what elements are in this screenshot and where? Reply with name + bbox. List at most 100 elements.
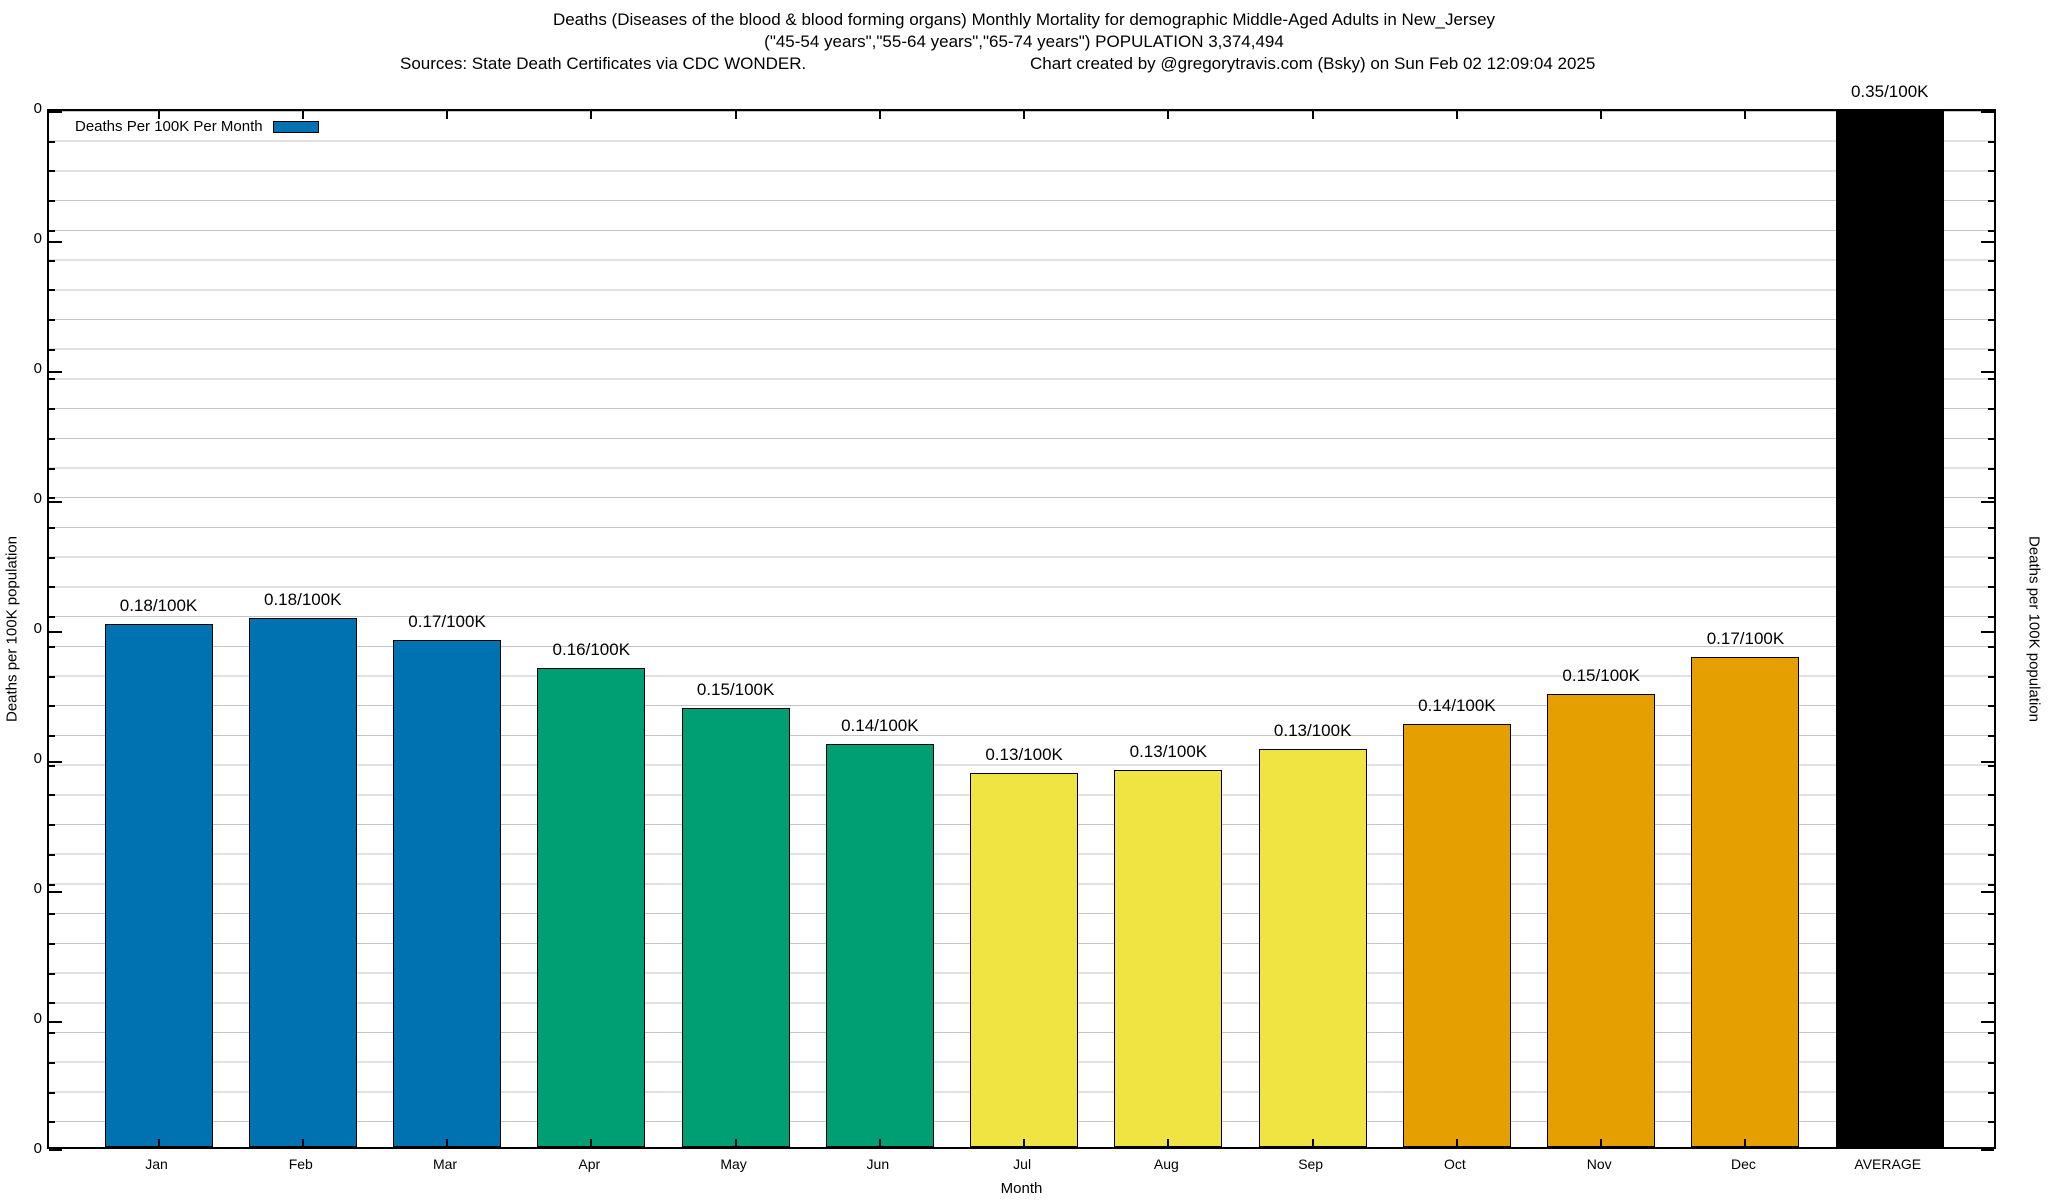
- x-tick-label-dec: Dec: [1731, 1156, 1756, 1172]
- y-major-tick-right: [1981, 241, 1994, 243]
- y-tick-label: 0: [33, 880, 42, 897]
- y-minor-tick-left: [49, 824, 55, 826]
- x-tick-top: [1167, 111, 1170, 119]
- x-tick-top: [1311, 111, 1314, 119]
- y-minor-tick-left: [49, 170, 55, 172]
- y-major-tick-left: [49, 1149, 62, 1151]
- bar-apr: [537, 668, 646, 1147]
- y-minor-tick-right: [1988, 765, 1994, 767]
- y-minor-tick-left: [49, 1092, 55, 1094]
- y-minor-tick-right: [1988, 289, 1994, 291]
- y-minor-tick-left: [49, 1121, 55, 1123]
- chart-title-line1: Deaths (Diseases of the blood & blood fo…: [552, 10, 1496, 29]
- y-major-tick-left: [49, 891, 62, 893]
- x-tick-bottom: [1167, 1139, 1170, 1147]
- sources-note: Sources: State Death Certificates via CD…: [400, 54, 807, 73]
- y-minor-tick-left: [49, 794, 55, 796]
- y-major-tick-left: [49, 371, 62, 373]
- y-major-tick-left: [49, 501, 62, 503]
- bar-jan: [104, 624, 213, 1147]
- y-minor-tick-left: [49, 735, 55, 737]
- y-minor-tick-left: [49, 468, 55, 470]
- y-minor-tick-left: [49, 646, 55, 648]
- bar-value-label-oct: 0.14/100K: [1418, 696, 1496, 715]
- y-minor-tick-left: [49, 438, 55, 440]
- y-tick-label: 0: [33, 750, 42, 767]
- x-tick-bottom: [1888, 1139, 1891, 1147]
- bar-value-label-jan: 0.18/100K: [119, 596, 198, 615]
- legend-label: Deaths Per 100K Per Month: [75, 118, 263, 135]
- bar-aug: [1114, 770, 1223, 1147]
- y-minor-tick-right: [1988, 1032, 1994, 1034]
- bar-jun: [825, 744, 934, 1147]
- y-major-tick-right: [1981, 1149, 1994, 1151]
- bar-oct: [1402, 724, 1511, 1147]
- x-tick-top: [1023, 111, 1026, 119]
- y-minor-tick-left: [49, 260, 55, 262]
- x-tick-bottom: [1023, 1139, 1026, 1147]
- x-tick-label-apr: Apr: [578, 1156, 601, 1172]
- credit-note: Chart created by @gregorytravis.com (Bsk…: [1030, 54, 1596, 73]
- y-minor-tick-right: [1988, 497, 1994, 499]
- y-minor-tick-left: [49, 616, 55, 618]
- y-major-tick-right: [1981, 371, 1994, 373]
- y-minor-tick-right: [1988, 854, 1994, 856]
- y-major-tick-right: [1981, 631, 1994, 633]
- x-tick-top: [157, 111, 160, 119]
- y-axis-label-right: Deaths per 100K population: [2025, 536, 2043, 722]
- bar-value-label-jun: 0.14/100K: [841, 716, 919, 735]
- x-tick-label-oct: Oct: [1444, 1156, 1466, 1172]
- y-minor-tick-right: [1988, 230, 1994, 232]
- x-tick-label-may: May: [720, 1156, 747, 1172]
- y-tick-label: 0: [33, 230, 42, 247]
- x-tick-label-feb: Feb: [288, 1156, 313, 1172]
- bar-value-label-nov: 0.15/100K: [1562, 666, 1640, 685]
- bar-sep: [1258, 749, 1367, 1147]
- y-minor-tick-right: [1988, 527, 1994, 529]
- bar-average: [1835, 110, 1944, 1147]
- x-tick-bottom: [446, 1139, 449, 1147]
- x-tick-top: [1888, 111, 1891, 119]
- y-minor-tick-right: [1988, 973, 1994, 975]
- y-major-tick-left: [49, 241, 62, 243]
- y-minor-tick-left: [49, 1032, 55, 1034]
- bar-jul: [970, 773, 1079, 1147]
- y-minor-tick-right: [1988, 824, 1994, 826]
- x-axis-label: Month: [1000, 1180, 1043, 1197]
- bar-value-label-average: 0.35/100K: [1850, 82, 1929, 101]
- x-tick-label-mar: Mar: [432, 1156, 458, 1172]
- y-minor-tick-right: [1988, 884, 1994, 886]
- bar-value-label-apr: 0.16/100K: [552, 640, 631, 659]
- bar-dec: [1691, 657, 1800, 1147]
- y-minor-tick-right: [1988, 468, 1994, 470]
- x-tick-label-aug: Aug: [1153, 1156, 1179, 1172]
- bar-value-label-aug: 0.13/100K: [1129, 742, 1208, 761]
- x-tick-bottom: [1744, 1139, 1747, 1147]
- y-minor-tick-right: [1988, 1121, 1994, 1123]
- y-minor-tick-right: [1988, 170, 1994, 172]
- y-minor-tick-left: [49, 1062, 55, 1064]
- x-tick-bottom: [157, 1139, 160, 1147]
- bar-feb: [248, 618, 357, 1147]
- x-tick-label-jun: Jun: [866, 1156, 890, 1172]
- y-minor-tick-right: [1988, 735, 1994, 737]
- chart-title-line2: ("45-54 years","55-64 years","65-74 year…: [764, 32, 1284, 51]
- y-minor-tick-left: [49, 141, 55, 143]
- y-minor-tick-left: [49, 973, 55, 975]
- bar-value-label-feb: 0.18/100K: [264, 590, 342, 609]
- x-tick-top: [590, 111, 593, 119]
- y-minor-tick-right: [1988, 676, 1994, 678]
- y-minor-tick-left: [49, 378, 55, 380]
- x-tick-bottom: [590, 1139, 593, 1147]
- y-minor-tick-right: [1988, 557, 1994, 559]
- y-minor-tick-right: [1988, 200, 1994, 202]
- y-minor-tick-right: [1988, 586, 1994, 588]
- y-tick-label: 0: [33, 490, 42, 507]
- legend-swatch-icon: [272, 120, 319, 133]
- y-minor-tick-left: [49, 557, 55, 559]
- y-minor-tick-left: [49, 230, 55, 232]
- bar-value-label-mar: 0.17/100K: [408, 612, 486, 631]
- y-minor-tick-right: [1988, 260, 1994, 262]
- x-tick-top: [1455, 111, 1458, 119]
